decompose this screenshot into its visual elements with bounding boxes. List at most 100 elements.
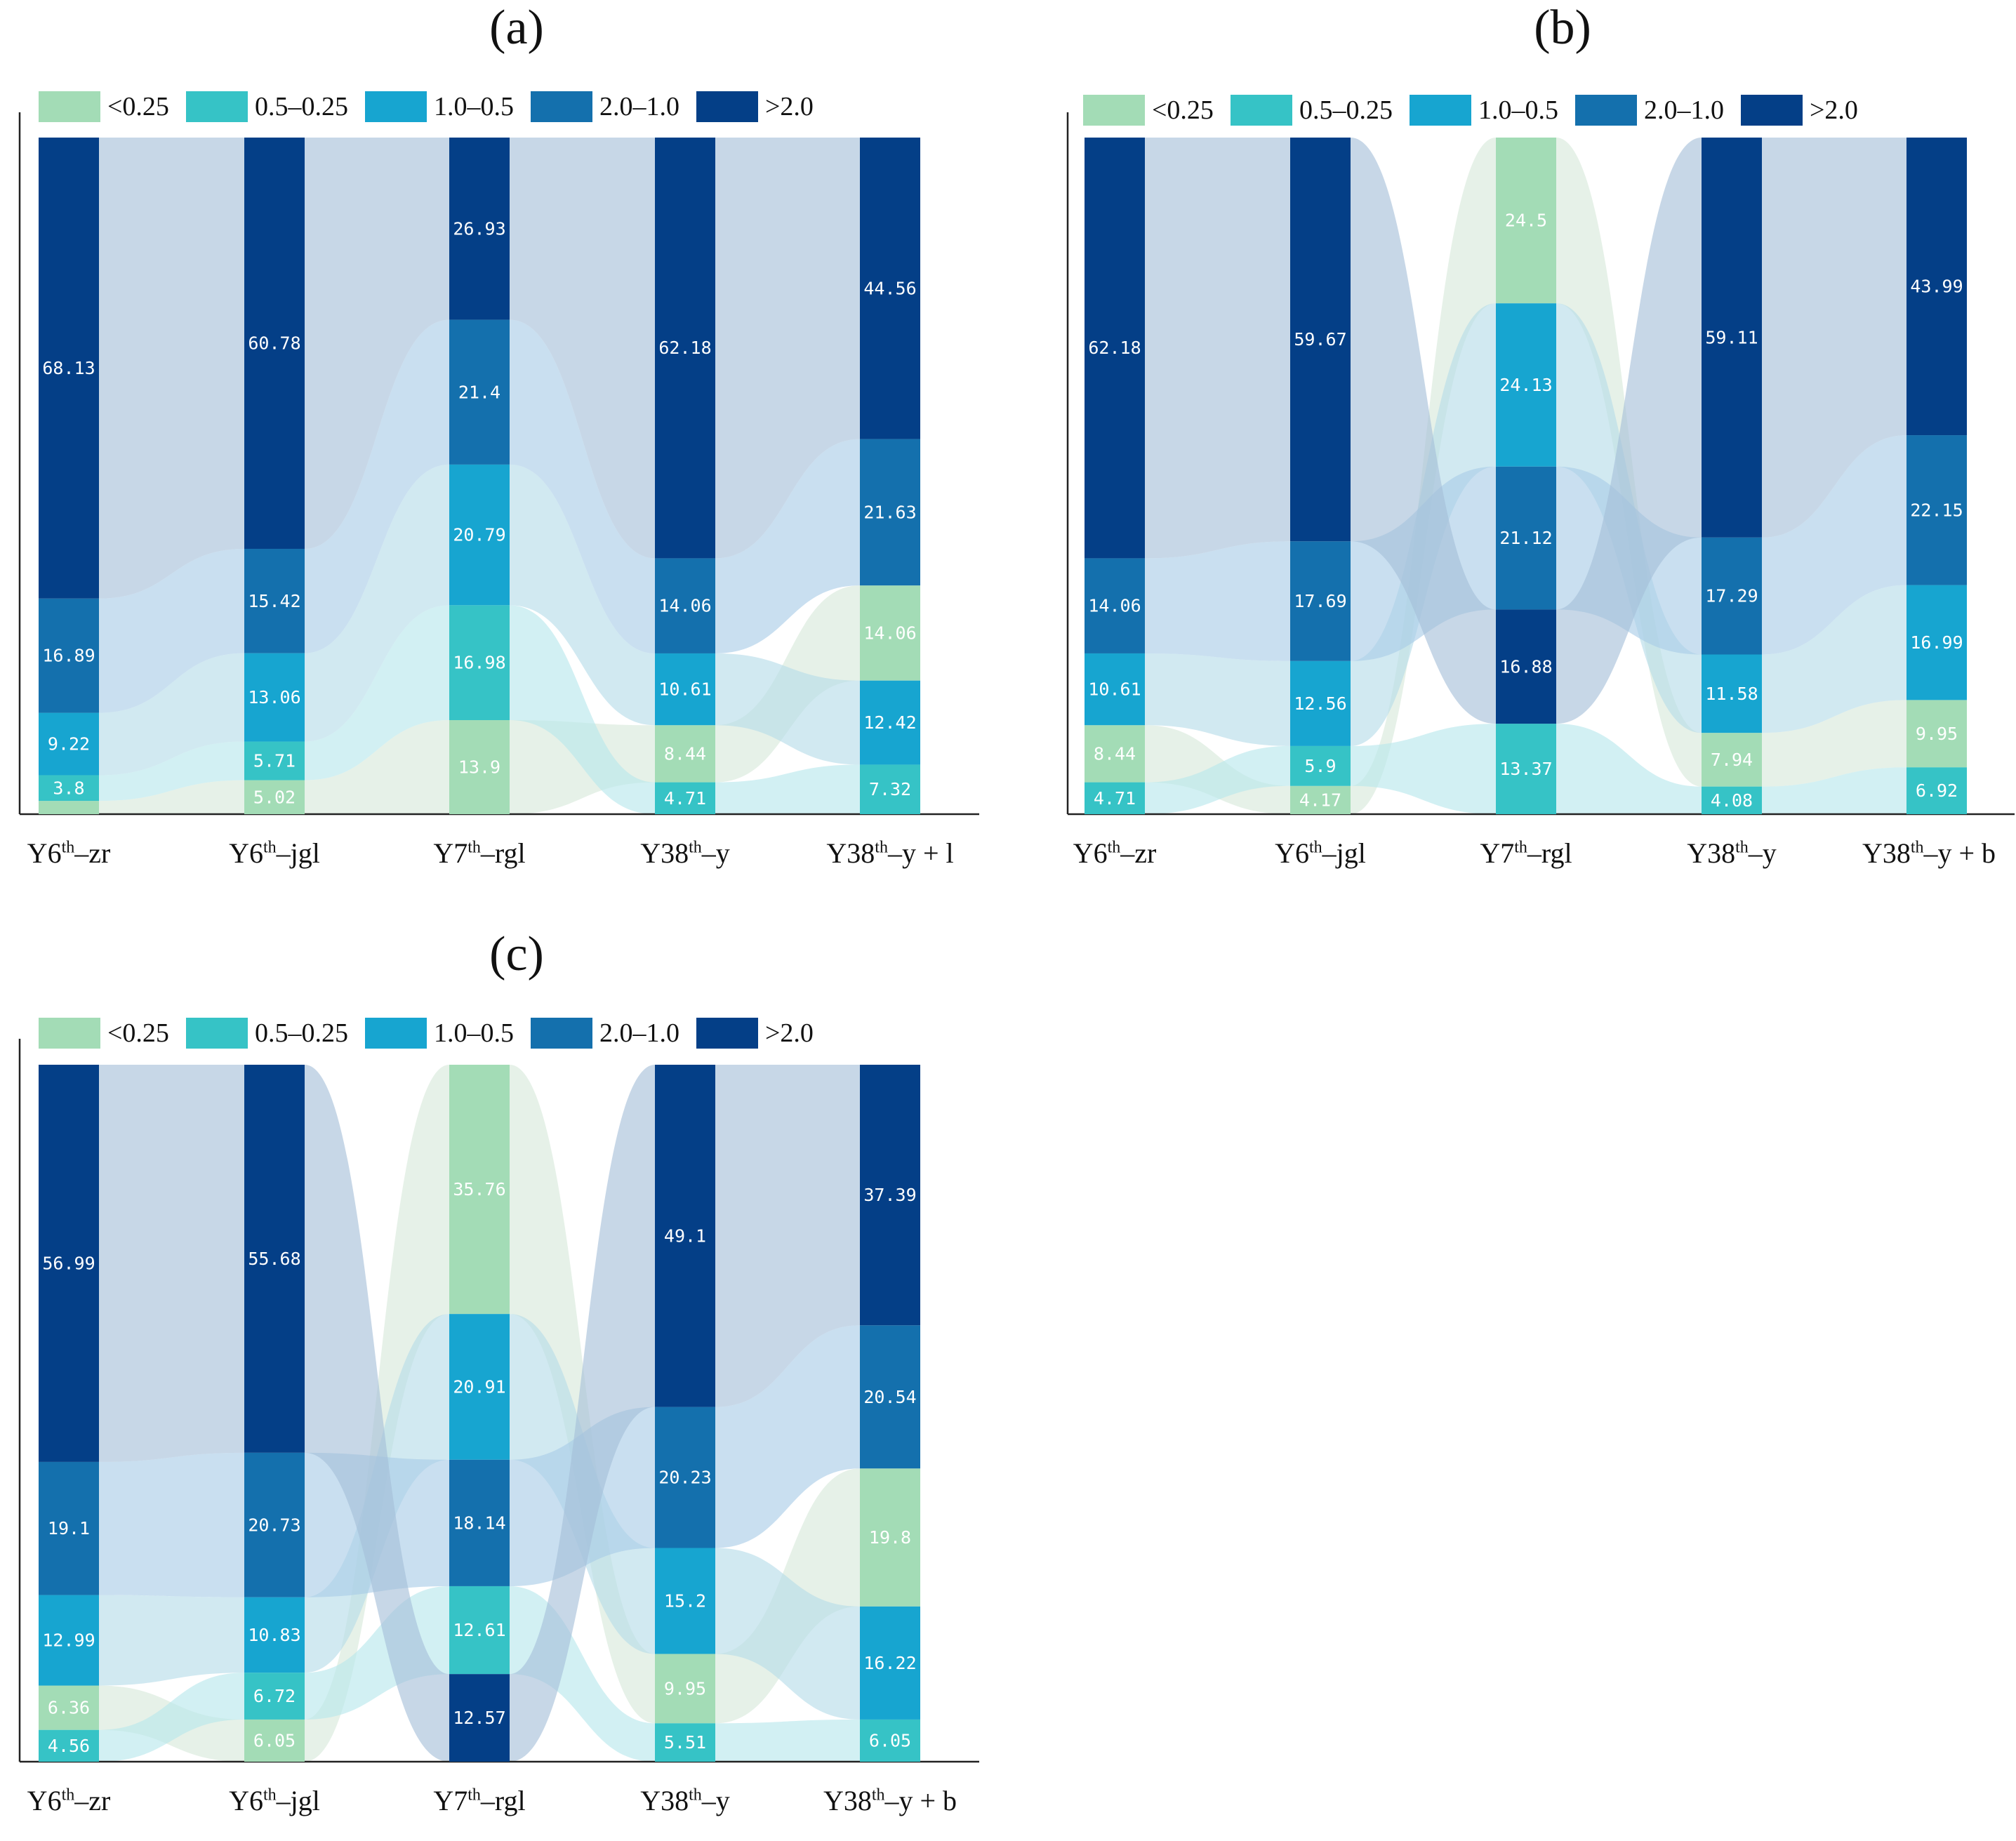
legend-item: >2.0 xyxy=(1740,95,1858,126)
data-label: 4.56 xyxy=(48,1736,90,1756)
legend-label: 1.0–0.5 xyxy=(1478,95,1558,125)
bar-segment xyxy=(860,764,920,814)
legend-swatch xyxy=(39,1018,100,1049)
legend-swatch xyxy=(364,91,427,122)
flow-band xyxy=(99,1595,244,1686)
bar-segment xyxy=(655,138,715,559)
data-label: 5.51 xyxy=(664,1732,706,1753)
legend-item: <0.25 xyxy=(39,91,169,122)
bar-segment xyxy=(244,138,305,549)
x-tick-label: Y6th–jgl xyxy=(229,1785,320,1816)
legend-swatch xyxy=(185,1018,248,1049)
legend-swatch xyxy=(1409,95,1471,126)
bar-segment xyxy=(39,712,99,776)
data-label: 17.29 xyxy=(1705,586,1758,606)
data-label: 16.98 xyxy=(453,653,505,673)
legend-item: 2.0–1.0 xyxy=(530,1018,679,1049)
flow-band xyxy=(305,464,449,742)
bar-segment xyxy=(449,1586,510,1675)
bar-segment xyxy=(244,1065,305,1453)
legend-label: 0.5–0.25 xyxy=(254,92,348,121)
bar-segment xyxy=(39,138,99,599)
data-label: 20.91 xyxy=(453,1376,505,1397)
bar-segment xyxy=(39,775,99,802)
data-label: 59.67 xyxy=(1294,329,1346,350)
flow-band xyxy=(99,653,244,776)
bar-segment xyxy=(1702,537,1762,655)
flow-band xyxy=(99,741,244,802)
bar-segment xyxy=(244,1452,305,1597)
data-label: 18.14 xyxy=(453,1513,505,1533)
data-label: 24.5 xyxy=(1505,211,1547,231)
flow-group xyxy=(99,1065,860,1762)
data-label: 10.61 xyxy=(658,679,711,700)
legend-label: 2.0–1.0 xyxy=(599,92,679,121)
bar-segment xyxy=(39,1729,99,1762)
flow-band xyxy=(510,605,655,814)
data-label: 11.58 xyxy=(1705,684,1758,704)
bar-segment xyxy=(860,680,920,765)
legend-label: >2.0 xyxy=(764,92,814,121)
flow-band xyxy=(305,319,449,653)
data-label: 21.12 xyxy=(1499,528,1552,548)
bar-segment xyxy=(1906,700,1967,768)
bar-segment xyxy=(1496,303,1556,467)
bar-segment xyxy=(860,1065,920,1326)
bar-segment xyxy=(655,653,715,726)
x-tick-label: Y7th–rgl xyxy=(433,837,526,869)
legend-label: 2.0–1.0 xyxy=(1643,95,1724,125)
data-label: 4.17 xyxy=(1299,790,1341,810)
legend-swatch xyxy=(696,91,758,122)
data-label: 35.76 xyxy=(453,1179,505,1199)
legend-swatch xyxy=(696,1018,758,1049)
bar-segment xyxy=(1496,724,1556,814)
flow-band xyxy=(99,780,244,814)
bar-segment xyxy=(655,725,715,783)
data-label: 10.83 xyxy=(248,1625,300,1645)
data-label: 62.18 xyxy=(1088,338,1141,358)
bar-segment xyxy=(1085,558,1145,653)
alluvial-chart: 6.36 4.56 12.99 19.1 56.99 6.05 6.72 10.83 20.73… xyxy=(18,1039,979,1763)
data-label: 3.8 xyxy=(53,778,84,798)
bar-segment xyxy=(244,1597,305,1673)
x-tick-label: Y6th–jgl xyxy=(1275,837,1366,869)
data-label: 16.99 xyxy=(1910,632,1963,653)
legend-label: 1.0–0.5 xyxy=(433,1018,514,1048)
data-label: 21.4 xyxy=(458,382,500,402)
legend-label: >2.0 xyxy=(1809,95,1858,125)
flow-band xyxy=(510,319,655,653)
legend-swatch xyxy=(364,1018,427,1049)
data-label: 19.1 xyxy=(48,1518,90,1538)
bar-segment xyxy=(449,720,510,814)
flow-band xyxy=(510,464,655,726)
legend-item: 0.5–0.25 xyxy=(1230,95,1393,126)
data-label: 68.13 xyxy=(42,358,95,378)
bar-segment xyxy=(1290,785,1351,814)
bar-segment xyxy=(449,1674,510,1762)
data-label: 10.61 xyxy=(1088,679,1141,700)
bar-segment xyxy=(655,1654,715,1724)
bar-segment xyxy=(1290,660,1351,746)
legend-label: <0.25 xyxy=(1152,95,1214,125)
flow-band xyxy=(1145,138,1290,559)
x-tick-label: Y38th–y xyxy=(640,837,730,869)
legend: <0.25 0.5–0.25 1.0–0.5 2.0–1.0 >2.0 xyxy=(39,91,830,122)
data-label: 6.05 xyxy=(869,1730,911,1750)
data-label: 17.69 xyxy=(1294,591,1346,611)
flow-band xyxy=(1351,724,1496,814)
legend: <0.25 0.5–0.25 1.0–0.5 2.0–1.0 >2.0 xyxy=(39,1018,830,1049)
flow-band xyxy=(99,1065,244,1462)
data-label: 6.36 xyxy=(48,1698,90,1718)
legend-label: >2.0 xyxy=(764,1018,814,1048)
flow-band xyxy=(715,439,860,653)
flow-band xyxy=(715,138,860,559)
bar-segment xyxy=(1496,609,1556,724)
flow-group xyxy=(99,138,860,814)
data-label: 60.78 xyxy=(248,333,300,353)
data-label: 55.68 xyxy=(248,1249,300,1269)
legend-label: 0.5–0.25 xyxy=(1299,95,1393,125)
bar-segment xyxy=(1702,654,1762,733)
data-label: 14.06 xyxy=(658,596,711,616)
data-label: 14.06 xyxy=(863,623,916,643)
legend-swatch xyxy=(39,91,100,122)
